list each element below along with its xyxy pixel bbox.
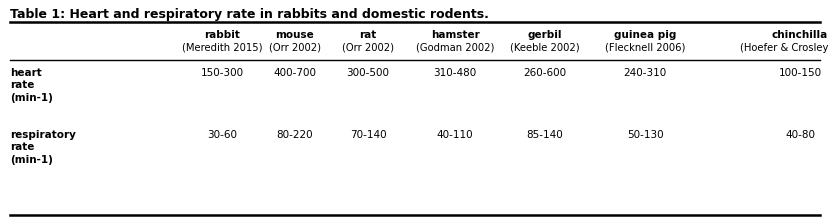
Text: guinea pig: guinea pig: [614, 30, 676, 40]
Text: 260-600: 260-600: [524, 68, 567, 78]
Text: 40-80: 40-80: [785, 130, 815, 140]
Text: rabbit: rabbit: [204, 30, 240, 40]
Text: 150-300: 150-300: [200, 68, 243, 78]
Text: Table 1: Heart and respiratory rate in rabbits and domestic rodents.: Table 1: Heart and respiratory rate in r…: [10, 8, 489, 21]
Text: rate: rate: [10, 80, 34, 90]
Text: 30-60: 30-60: [207, 130, 237, 140]
Text: rat: rat: [359, 30, 377, 40]
Text: (Orr 2002): (Orr 2002): [342, 43, 394, 53]
Text: chinchilla: chinchilla: [772, 30, 828, 40]
Text: (Hoefer & Crosley 2002): (Hoefer & Crosley 2002): [740, 43, 830, 53]
Text: heart: heart: [10, 68, 42, 78]
Text: mouse: mouse: [276, 30, 315, 40]
Text: (min-1): (min-1): [10, 155, 53, 165]
Text: 85-140: 85-140: [526, 130, 564, 140]
Text: 50-130: 50-130: [627, 130, 663, 140]
Text: 310-480: 310-480: [433, 68, 476, 78]
Text: (Flecknell 2006): (Flecknell 2006): [605, 43, 686, 53]
Text: (Orr 2002): (Orr 2002): [269, 43, 321, 53]
Text: gerbil: gerbil: [528, 30, 562, 40]
Text: hamster: hamster: [431, 30, 480, 40]
Text: (Godman 2002): (Godman 2002): [416, 43, 494, 53]
Text: 80-220: 80-220: [276, 130, 313, 140]
Text: respiratory: respiratory: [10, 130, 76, 140]
Text: 400-700: 400-700: [274, 68, 316, 78]
Text: 240-310: 240-310: [623, 68, 666, 78]
Text: 100-150: 100-150: [779, 68, 822, 78]
Text: (Keeble 2002): (Keeble 2002): [510, 43, 580, 53]
Text: (min-1): (min-1): [10, 93, 53, 103]
Text: 300-500: 300-500: [346, 68, 389, 78]
Text: rate: rate: [10, 142, 34, 152]
Text: 40-110: 40-110: [437, 130, 473, 140]
Text: (Meredith 2015): (Meredith 2015): [182, 43, 262, 53]
Text: 70-140: 70-140: [349, 130, 386, 140]
